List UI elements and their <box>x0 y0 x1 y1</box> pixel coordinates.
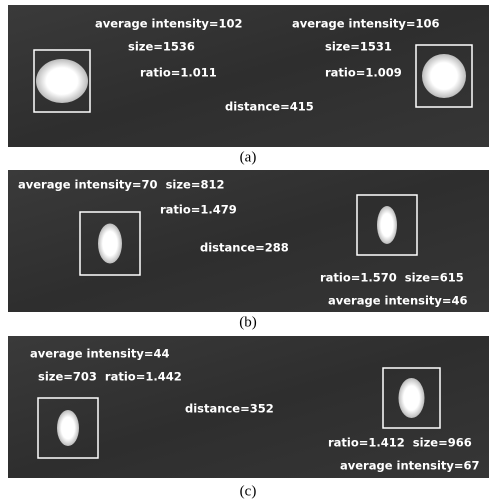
measurement-label: average intensity=44 <box>30 347 170 361</box>
measurement-label: average intensity=46 <box>328 294 468 308</box>
pupil <box>399 378 425 418</box>
figure: average intensity=102 size=1536 ratio=1.01… <box>0 0 494 504</box>
measurement-label: size=1531 <box>325 40 392 54</box>
measurement-label: average intensity=70 size=812 <box>18 178 224 192</box>
measurement-label: size=703 ratio=1.442 <box>38 370 182 384</box>
measurement-label: distance=288 <box>200 241 289 255</box>
pupil <box>57 410 79 446</box>
measurement-label: average intensity=102 <box>95 17 243 31</box>
measurement-label: distance=415 <box>225 100 314 114</box>
measurement-label: ratio=1.011 <box>140 66 217 80</box>
measurement-label: ratio=1.479 <box>160 203 237 217</box>
measurement-label: average intensity=106 <box>292 17 440 31</box>
pupil <box>98 224 122 264</box>
measurement-label: ratio=1.009 <box>325 66 402 80</box>
measurement-label: average intensity=67 <box>340 459 480 473</box>
pupil <box>377 206 397 244</box>
pupil <box>36 59 88 103</box>
measurement-label: ratio=1.570 size=615 <box>320 271 464 285</box>
measurement-label: size=1536 <box>128 40 195 54</box>
measurement-label: distance=352 <box>185 402 274 416</box>
caption: (c) <box>240 483 257 499</box>
measurement-label: ratio=1.412 size=966 <box>328 436 472 450</box>
caption: (a) <box>240 149 257 165</box>
caption: (b) <box>239 314 257 330</box>
pupil <box>422 54 466 98</box>
